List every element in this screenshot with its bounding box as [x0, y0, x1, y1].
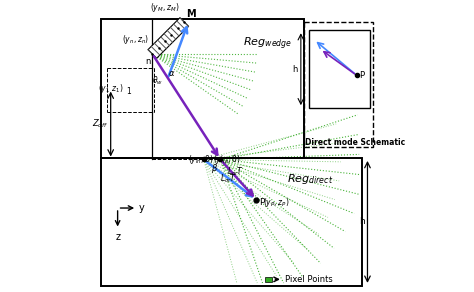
Text: P: P	[359, 71, 364, 80]
Text: $Z_{off}$: $Z_{off}$	[92, 118, 109, 130]
Text: $\alpha$: $\alpha$	[168, 69, 175, 78]
Polygon shape	[309, 30, 370, 108]
Text: 1: 1	[126, 87, 131, 96]
Text: $\beta$: $\beta$	[211, 161, 219, 175]
Polygon shape	[148, 18, 189, 58]
Text: Direct mode Schematic: Direct mode Schematic	[305, 138, 405, 147]
Text: $(y_M, z_M)$: $(y_M, z_M)$	[150, 1, 180, 14]
Text: $(y_{in}, 0)$: $(y_{in}, 0)$	[188, 153, 214, 166]
Text: P: P	[259, 198, 264, 207]
Text: $L_{or}T$: $L_{or}T$	[228, 166, 245, 178]
Text: z: z	[115, 232, 120, 242]
Text: $(y_1\ z_1)$: $(y_1\ z_1)$	[98, 82, 123, 95]
Text: $(y_n, z_n)$: $(y_n, z_n)$	[122, 33, 149, 46]
Text: $Reg_{direct}$: $Reg_{direct}$	[287, 172, 333, 186]
Text: $(y_P, z_P)$: $(y_P, z_P)$	[264, 196, 290, 208]
Text: y: y	[138, 203, 144, 213]
Text: h: h	[292, 65, 298, 74]
Text: M: M	[186, 9, 195, 19]
Text: n: n	[146, 57, 151, 66]
Text: Pixel Points: Pixel Points	[285, 275, 332, 284]
Text: $\theta_w$: $\theta_w$	[152, 74, 164, 86]
Text: $Reg_{wedge}$: $Reg_{wedge}$	[243, 36, 292, 52]
Text: $L_{or}T$: $L_{or}T$	[220, 173, 237, 185]
Bar	[265, 277, 272, 282]
Text: h: h	[359, 218, 365, 226]
Text: $(y'_{in}, 0)$: $(y'_{in}, 0)$	[213, 153, 241, 166]
